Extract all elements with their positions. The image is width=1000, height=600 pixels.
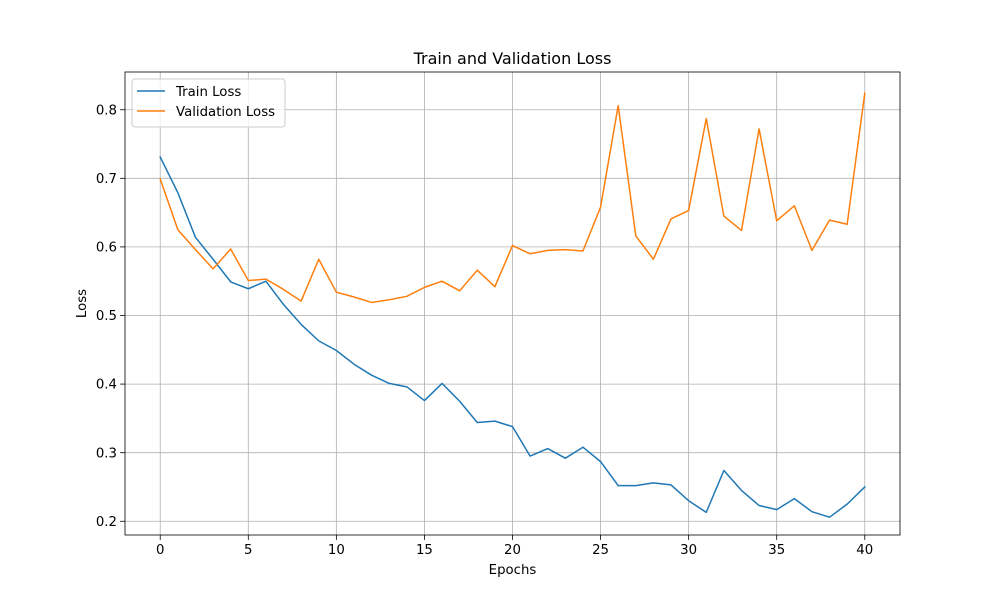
x-tick-label: 40	[856, 543, 873, 558]
legend: Train Loss Validation Loss	[131, 78, 286, 128]
x-tick-label: 0	[156, 543, 164, 558]
x-tick-label: 25	[592, 543, 609, 558]
series-lines	[159, 92, 866, 518]
legend-label-train-loss: Train Loss	[175, 85, 241, 100]
series-line-validation-loss	[159, 92, 866, 304]
x-tick-label: 15	[416, 543, 433, 558]
x-tick-label: 10	[328, 543, 345, 558]
chart-title: Train and Validation Loss	[413, 49, 612, 68]
x-tick-label: 20	[504, 543, 521, 558]
axis-ticks: 0 5 10 15 20 25 30 35 40 0.2 0.3 0.4 0.5 0.6 0.7 0.8	[96, 103, 873, 558]
series-line-train-loss	[159, 156, 866, 518]
y-axis-label: Loss	[75, 289, 90, 318]
legend-box	[131, 78, 286, 128]
x-axis-label: Epochs	[489, 563, 537, 578]
y-tick-label: 0.3	[96, 446, 117, 461]
y-tick-label: 0.8	[96, 103, 117, 118]
x-tick-label: 30	[680, 543, 697, 558]
y-tick-label: 0.4	[96, 378, 117, 393]
legend-label-validation-loss: Validation Loss	[176, 105, 275, 120]
x-tick-label: 35	[768, 543, 785, 558]
x-tick-label: 5	[244, 543, 252, 558]
y-tick-label: 0.7	[96, 172, 117, 187]
y-tick-label: 0.2	[96, 515, 117, 530]
y-tick-label: 0.6	[96, 241, 117, 256]
y-tick-label: 0.5	[96, 309, 117, 324]
